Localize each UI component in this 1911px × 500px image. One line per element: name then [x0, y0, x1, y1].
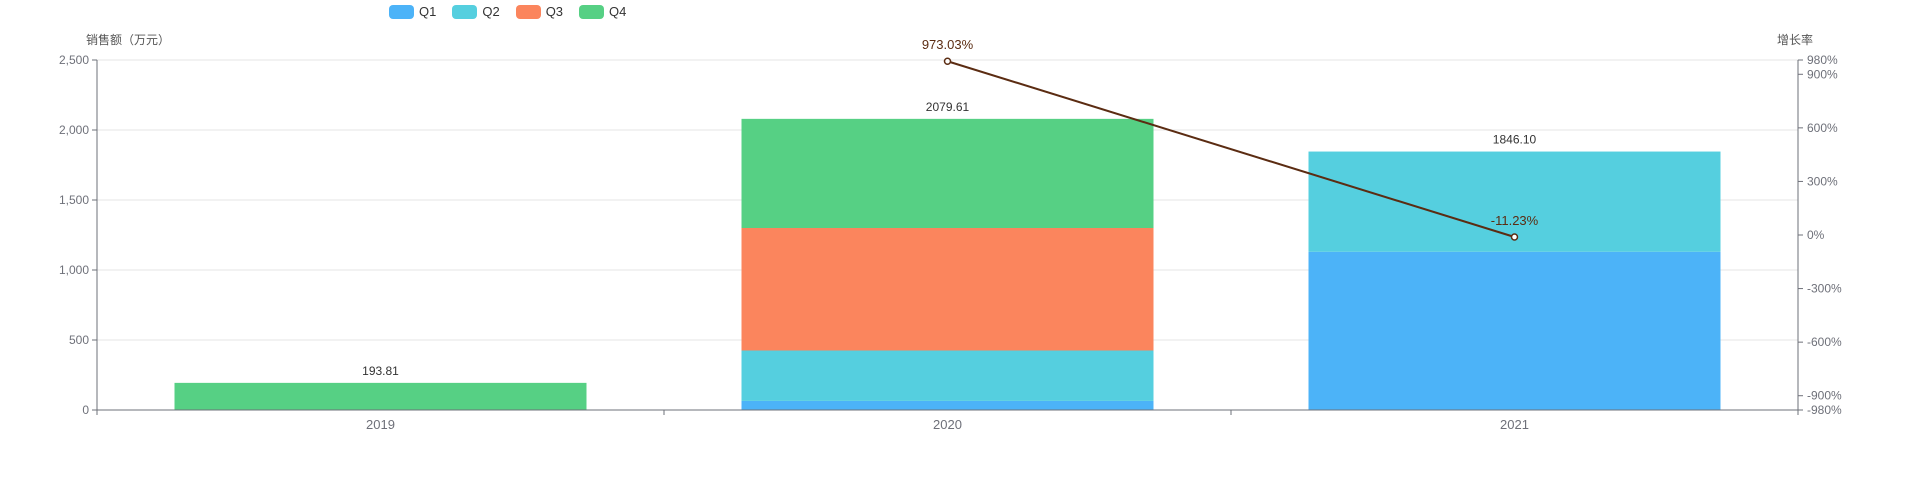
x-tick-label: 2020	[933, 417, 962, 432]
bar-q1-2021	[1308, 251, 1721, 410]
growth-label: -11.23%	[1491, 213, 1539, 228]
y2-tick-label: -300%	[1807, 282, 1842, 296]
chart-legend: Q1 Q2 Q3 Q4	[389, 4, 626, 19]
y-tick-label: 2,000	[59, 123, 89, 137]
bar-q3-2020	[741, 228, 1154, 351]
y-tick-label: 1,000	[59, 263, 89, 277]
y-tick-label: 0	[82, 403, 89, 417]
legend-item-q1[interactable]: Q1	[389, 4, 436, 19]
y2-tick-label: 900%	[1807, 67, 1838, 81]
legend-swatch	[579, 4, 605, 19]
growth-point	[943, 57, 952, 65]
y2-tick-label: 600%	[1807, 121, 1838, 135]
legend-swatch	[389, 4, 414, 19]
legend-swatch	[452, 4, 478, 19]
y2-tick-label: -980%	[1807, 403, 1842, 417]
bar-q4-2019	[174, 382, 587, 410]
legend-label: Q2	[482, 4, 500, 19]
bar-q4-2020	[741, 118, 1154, 228]
y2-tick-label: 980%	[1807, 53, 1838, 67]
y2-tick-label: -600%	[1807, 335, 1842, 349]
y2-tick-label: 0%	[1807, 228, 1825, 242]
bar-q2-2020	[741, 350, 1154, 401]
y2-tick-label: 300%	[1807, 174, 1838, 188]
legend-item-q2[interactable]: Q2	[452, 4, 500, 19]
growth-line	[947, 60, 1515, 238]
legend-swatch	[515, 4, 541, 19]
y-tick-label: 500	[69, 333, 89, 347]
bar-q1-2020	[741, 400, 1154, 410]
y-tick-label: 2,500	[59, 53, 89, 67]
legend-label: Q3	[545, 4, 564, 19]
bar-total-label: 2079.61	[926, 100, 970, 114]
x-tick-label: 2019	[366, 417, 395, 432]
legend-label: Q4	[609, 4, 627, 19]
legend-item-q3[interactable]: Q3	[515, 4, 564, 19]
y-axis-title: 销售额（万元）	[86, 33, 171, 47]
bar-total-label: 1846.10	[1493, 133, 1537, 147]
y2-tick-label: -900%	[1807, 389, 1842, 403]
bar-total-label: 193.81	[362, 364, 399, 378]
y2-axis-title: 增长率	[1777, 33, 1814, 47]
growth-point	[1510, 233, 1519, 241]
legend-label: Q1	[419, 4, 437, 19]
legend-item-q4[interactable]: Q4	[579, 4, 626, 19]
growth-label: 973.03%	[922, 37, 974, 52]
y-tick-label: 1,500	[59, 193, 89, 207]
x-tick-label: 2021	[1500, 417, 1529, 432]
